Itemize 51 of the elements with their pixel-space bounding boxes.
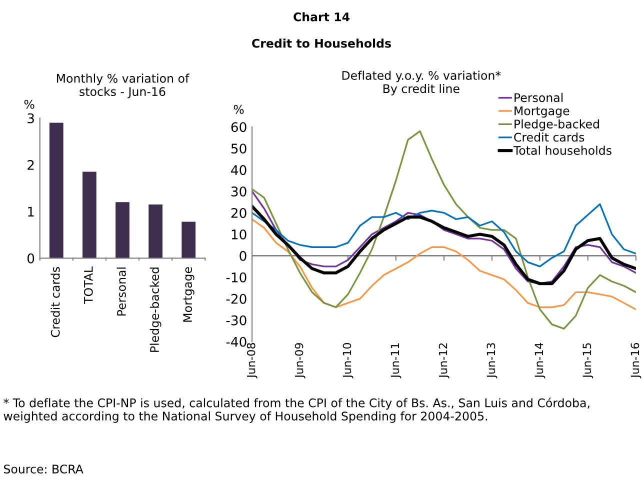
x-tick-label: Jun-08	[246, 343, 258, 378]
x-tick-label: Personal	[116, 268, 126, 316]
y-tick-label: -40	[226, 336, 246, 347]
legend-label: Mortgage	[514, 106, 570, 118]
y-tick-label: -10	[226, 272, 246, 282]
line-series	[252, 190, 636, 284]
y-axis-title: %	[24, 100, 34, 109]
x-tick-label: Jun-11	[390, 343, 402, 378]
line-series	[252, 204, 636, 286]
bar	[116, 202, 130, 258]
y-tick-label: 3	[28, 113, 34, 124]
chart-subtitle: Deflated y.o.y. % variation* By credit line	[342, 70, 501, 96]
y-tick-label: -30	[226, 315, 246, 326]
x-tick-label: Credit cards	[50, 267, 60, 338]
y-tick-label: 10	[232, 229, 246, 240]
bar	[182, 222, 196, 258]
y-tick-label: 0	[240, 250, 246, 261]
x-tick-label: Jun-16	[630, 342, 642, 378]
legend-label: Credit cards	[514, 132, 584, 142]
chart-title: Chart 14 Credit to Households	[252, 12, 391, 48]
x-tick-label: Jun-10	[342, 343, 354, 378]
bar	[49, 122, 64, 258]
source-note: Source: BCRA	[4, 464, 84, 474]
x-tick-label: Mortgage	[183, 267, 194, 322]
legend-label: Personal	[514, 92, 563, 102]
x-tick-label: Jun-12	[438, 343, 450, 378]
x-tick-label: Jun-15	[582, 343, 594, 378]
x-tick-label: Jun-13	[486, 343, 498, 378]
y-axis-title: %	[234, 104, 244, 114]
x-tick-label: TOTAL	[84, 266, 93, 304]
y-tick-label: 20	[231, 208, 246, 218]
y-tick-label: 40	[231, 165, 246, 176]
bar	[82, 172, 96, 258]
y-tick-label: 50	[231, 144, 246, 154]
y-tick-label: 2	[28, 160, 34, 170]
y-tick-label: 30	[231, 186, 246, 196]
y-tick-label: 1	[28, 206, 34, 216]
chart-title: Monthly % variation of stocks - Jun-16	[56, 74, 190, 98]
legend-label: Pledge-backed	[514, 119, 599, 131]
x-tick-label: Jun-14	[534, 342, 546, 378]
x-tick-label: Jun-09	[294, 343, 306, 378]
x-tick-label: Pledge-backed	[150, 268, 162, 352]
bar	[148, 204, 162, 258]
y-tick-label: -20	[226, 294, 246, 304]
line-series	[252, 218, 636, 310]
legend-label: Total households	[513, 146, 612, 155]
text: * To deflate the CPI-NP is used, calculated from the CPI of the City of Bs. As., San Luis and Córdoba, weighted according to the National Survey of Household Spending for 2004-2005.	[4, 398, 590, 423]
y-tick-label: 60	[231, 122, 246, 132]
y-tick-label: 0	[27, 253, 34, 264]
line-series	[252, 130, 636, 330]
line-series	[252, 203, 636, 268]
